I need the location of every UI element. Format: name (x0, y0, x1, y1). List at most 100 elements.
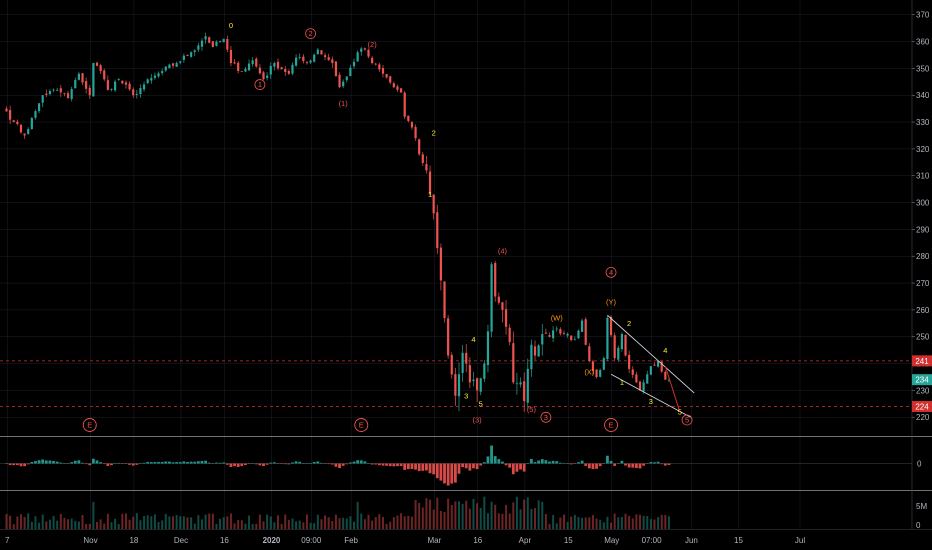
oscillator-bar (63, 463, 66, 464)
volume-bar (23, 517, 26, 529)
oscillator-bar (164, 461, 168, 464)
volume-bar (588, 517, 591, 529)
time-axis[interactable]: 7 Nov 18 Dec 16 2020 09:00 Feb Mar 16 Apr 15 May 07:0… (5, 536, 805, 545)
candle-body (461, 352, 464, 373)
candle-body (233, 62, 236, 64)
candle-body (190, 52, 193, 57)
grid (0, 0, 912, 529)
volume-bar (403, 516, 406, 529)
oscillator-bar (186, 461, 189, 464)
oscillator-bar (432, 463, 436, 475)
oscillator-bar (294, 461, 298, 464)
volume-bar (631, 518, 634, 529)
candle-body (436, 212, 439, 249)
candle-body (200, 40, 204, 47)
channel-line[interactable] (610, 373, 691, 418)
oscillator-bar (240, 463, 244, 467)
time-tick-label: May (604, 536, 619, 545)
earnings-marker-label: E (359, 421, 364, 430)
price-tick-label: 320 (916, 145, 930, 154)
candle-body (45, 93, 48, 95)
oscillator-bar (120, 463, 124, 464)
oscillator-bar (55, 461, 59, 464)
volume-bar (530, 508, 533, 529)
volume-bar (161, 520, 164, 529)
oscillator-bar (616, 463, 620, 464)
oscillator-bar (606, 455, 609, 464)
channel-line[interactable] (607, 314, 695, 394)
earnings-marker-icon[interactable] (354, 418, 369, 432)
volume-bar (548, 524, 551, 529)
volume-bar (226, 516, 229, 529)
oscillator-bar (189, 461, 193, 464)
earnings-marker-icon[interactable] (604, 418, 618, 432)
oscillator-bar (508, 463, 512, 468)
oscillator-bar (37, 460, 41, 464)
oscillator-bar (283, 463, 287, 465)
time-tick-label: 07:00 (642, 536, 663, 545)
candle-body (9, 110, 12, 120)
price-tick-label: 360 (916, 38, 930, 47)
volume-bar (613, 513, 616, 529)
candle-body (439, 247, 442, 281)
price-tag-label: 234 (915, 376, 929, 385)
volume-bar (667, 516, 670, 529)
earnings-marker-label: E (609, 421, 614, 430)
volume-bar (577, 517, 580, 529)
oscillator-bar (330, 463, 334, 465)
candle-body (613, 335, 616, 359)
earnings-marker-icon[interactable] (82, 418, 97, 432)
volume-bar (135, 513, 138, 529)
oscillator-bar (453, 463, 457, 483)
candle-body (284, 68, 287, 73)
volume-bar (38, 522, 41, 529)
price-tick-label: 230 (916, 386, 930, 395)
candle-body (222, 38, 225, 43)
oscillator-bar (403, 463, 407, 470)
oscillator-bar (182, 461, 186, 464)
oscillator-bar (363, 461, 367, 464)
oscillator-bar (160, 461, 164, 464)
volume-bar (501, 513, 504, 529)
time-tick-label: 16 (473, 536, 482, 545)
oscillator-bar (526, 463, 530, 464)
oscillator-bar (464, 463, 468, 469)
price-tick-label: 300 (916, 199, 930, 208)
wave-label: 1 (428, 190, 432, 199)
oscillator-bar (301, 462, 305, 464)
volume-bar (200, 519, 203, 529)
candle-body (602, 358, 605, 370)
candle-body (255, 58, 258, 67)
volume-bar (620, 516, 623, 529)
wave-label: 3 (544, 413, 548, 422)
candle-body (117, 79, 120, 81)
volume-bar (439, 510, 442, 529)
oscillator-bar (613, 463, 617, 466)
candle-body (52, 89, 55, 91)
candle-body (327, 57, 330, 61)
candle-body (331, 59, 334, 64)
oscillator-bar (265, 463, 269, 465)
candle-body (566, 333, 569, 336)
volume-bar (324, 515, 327, 529)
oscillator-bar (66, 463, 70, 464)
candle-body (237, 62, 240, 72)
volume-bar (143, 515, 146, 529)
wave-label: 4 (471, 335, 475, 344)
projection-line[interactable] (664, 366, 681, 413)
oscillator-bar (106, 463, 110, 466)
candle-body (88, 87, 91, 96)
candle-body (37, 103, 41, 112)
wedge-channel[interactable] (607, 314, 695, 418)
candle-body (519, 382, 522, 385)
volume-bar (63, 517, 66, 529)
volume-bar (110, 522, 113, 529)
oscillator-bar (443, 463, 446, 484)
oscillator-bar (642, 463, 646, 466)
oscillator-bar (435, 463, 439, 479)
oscillator-bar (417, 463, 421, 472)
volume-bar (262, 521, 265, 529)
volume-pane (5, 496, 670, 529)
candle-body (77, 73, 80, 80)
